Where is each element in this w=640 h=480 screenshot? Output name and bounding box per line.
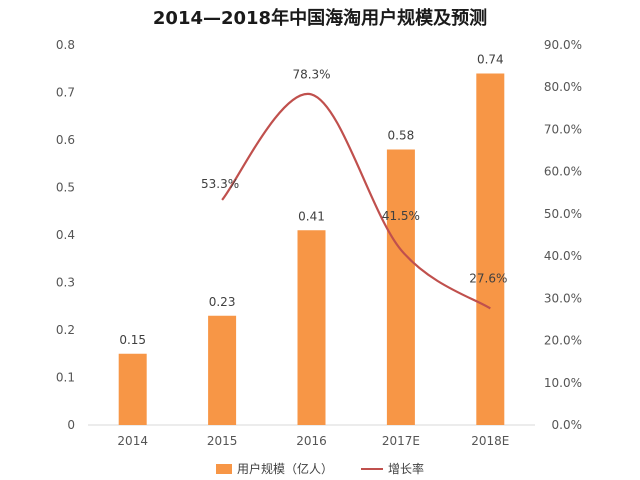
y-left-tick-label: 0 — [67, 418, 75, 432]
legend: 用户规模（亿人） 增长率 — [0, 460, 640, 477]
x-tick-label: 2015 — [207, 434, 238, 448]
chart-title: 2014—2018年中国海淘用户规模及预测 — [152, 8, 488, 29]
bar-value-label: 0.58 — [388, 129, 415, 143]
growth-rate-line — [221, 93, 491, 310]
x-tick-label: 2017E — [382, 434, 420, 448]
bar-value-label: 0.41 — [298, 209, 325, 223]
x-tick-label: 2014 — [117, 434, 148, 448]
legend-line-swatch — [361, 467, 383, 470]
y-right-tick-label: 30.0% — [544, 291, 582, 305]
y-left-tick-label: 0.8 — [56, 38, 75, 52]
line-value-label: 41.5% — [382, 209, 420, 223]
legend-bar-label: 用户规模（亿人） — [236, 462, 333, 476]
y-right-tick-label: 90.0% — [544, 38, 582, 52]
y-right-tick-label: 0.0% — [552, 418, 583, 432]
y-left-tick-label: 0.4 — [56, 228, 75, 242]
y-right-tick-label: 50.0% — [544, 207, 582, 221]
y-left-tick-label: 0.3 — [56, 276, 75, 290]
bar — [118, 353, 147, 425]
line-value-label: 27.6% — [469, 271, 507, 285]
y-left-tick-label: 0.1 — [56, 371, 75, 385]
bar — [208, 315, 237, 425]
y-right-tick-label: 70.0% — [544, 122, 582, 136]
y-right-tick-label: 20.0% — [544, 334, 582, 348]
y-right-tick-label: 10.0% — [544, 376, 582, 390]
y-left-tick-label: 0.5 — [56, 181, 75, 195]
line-value-label: 78.3% — [292, 67, 330, 81]
bar — [386, 149, 415, 425]
y-left-tick-label: 0.2 — [56, 323, 75, 337]
y-left-tick-label: 0.7 — [56, 86, 75, 100]
bar — [297, 230, 326, 425]
bar-value-label: 0.74 — [477, 53, 504, 67]
x-tick-label: 2016 — [296, 434, 327, 448]
legend-line-label: 增长率 — [388, 462, 425, 476]
bar-value-label: 0.15 — [119, 333, 146, 347]
bar-value-label: 0.23 — [209, 295, 236, 309]
y-right-tick-label: 80.0% — [544, 80, 582, 94]
legend-item-bar: 用户规模（亿人） — [215, 460, 333, 477]
legend-item-line: 增长率 — [361, 460, 424, 477]
legend-bar-swatch — [215, 463, 232, 474]
x-tick-label: 2018E — [471, 434, 509, 448]
bar — [476, 73, 505, 425]
line-value-label: 53.3% — [201, 177, 239, 191]
y-right-tick-label: 40.0% — [544, 249, 582, 263]
y-left-tick-label: 0.6 — [56, 133, 75, 147]
y-right-tick-label: 60.0% — [544, 165, 582, 179]
